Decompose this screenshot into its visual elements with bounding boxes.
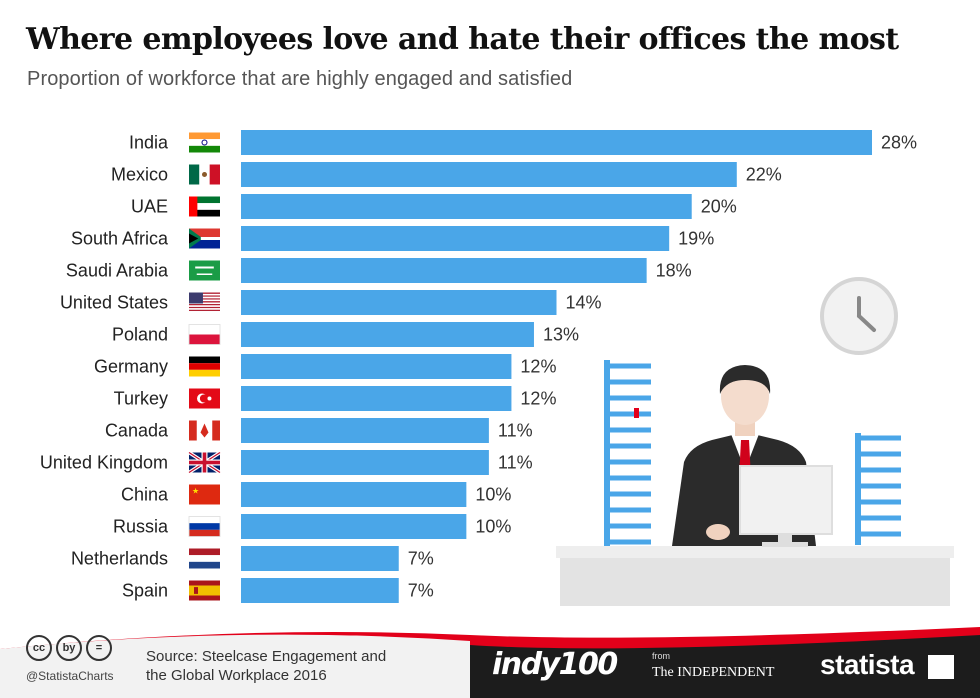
statista-handle: @StatistaCharts [26, 669, 114, 683]
data-label-russia: 10% [475, 517, 511, 537]
bar-row-united-states: United States 14% [60, 290, 602, 315]
indy100-logo[interactable]: indy100 [492, 647, 618, 682]
bar-poland [241, 322, 534, 347]
category-label-turkey: Turkey [114, 389, 168, 409]
office-worker-illustration [556, 277, 954, 606]
flag-uae-icon [189, 196, 220, 217]
data-label-china: 10% [475, 485, 511, 505]
bar-netherlands [241, 546, 399, 571]
data-label-turkey: 12% [520, 389, 556, 409]
data-label-germany: 12% [520, 357, 556, 377]
data-label-mexico: 22% [746, 165, 782, 185]
category-label-mexico: Mexico [111, 165, 168, 185]
bar-united-kingdom [241, 450, 489, 475]
data-label-uae: 20% [701, 197, 737, 217]
category-label-uae: UAE [131, 197, 168, 217]
bar-uae [241, 194, 692, 219]
data-label-spain: 7% [408, 581, 434, 601]
category-label-canada: Canada [105, 421, 169, 441]
bar-row-china: China ★ 10% [121, 482, 511, 507]
category-label-south-africa: South Africa [71, 229, 169, 249]
data-label-poland: 13% [543, 325, 579, 345]
left-book-stack [607, 363, 651, 545]
data-label-saudi-arabia: 18% [656, 261, 692, 281]
bar-united-states [241, 290, 557, 315]
flag-russia-icon [188, 516, 221, 537]
footer: cc by = @StatistaCharts Source: Steelcas… [0, 625, 980, 698]
category-label-saudi-arabia: Saudi Arabia [66, 261, 169, 281]
bar-row-russia: Russia 10% [113, 514, 511, 539]
bar-russia [241, 514, 467, 539]
svg-text:★: ★ [192, 487, 199, 496]
bar-row-india: India 28% [129, 130, 917, 155]
flag-spain-icon [189, 580, 220, 601]
category-label-russia: Russia [113, 517, 169, 537]
bar-saudi-arabia [241, 258, 647, 283]
right-book-stack [857, 435, 901, 537]
source-note: Source: Steelcase Engagement and the Glo… [146, 648, 387, 684]
flag-poland-icon [188, 324, 221, 345]
bar-row-uae: UAE 20% [131, 194, 737, 219]
bar-row-germany: Germany 12% [94, 354, 556, 379]
bar-row-united-kingdom: United Kingdom 11% [40, 450, 533, 475]
statista-logo[interactable]: statista [820, 649, 915, 680]
flag-united-kingdom-icon [188, 451, 221, 474]
bar-south-africa [241, 226, 670, 251]
data-label-india: 28% [881, 133, 917, 153]
bar-germany [241, 354, 512, 379]
data-label-united-states: 14% [566, 293, 602, 313]
flag-germany-icon [189, 356, 220, 377]
independent-logo[interactable]: The INDEPENDENT [652, 665, 775, 680]
no-derivatives-icon: = [86, 635, 112, 661]
bar-row-mexico: Mexico 22% [111, 162, 782, 187]
category-label-poland: Poland [112, 325, 168, 345]
category-label-china: China [121, 485, 169, 505]
category-label-netherlands: Netherlands [71, 549, 168, 569]
category-label-united-states: United States [60, 293, 168, 313]
data-label-canada: 11% [498, 421, 533, 441]
data-label-united-kingdom: 11% [498, 453, 533, 473]
bar-row-saudi-arabia: Saudi Arabia 18% [66, 258, 692, 283]
bar-mexico [241, 162, 737, 187]
statista-icon [928, 655, 954, 679]
bar-canada [241, 418, 489, 443]
flag-canada-icon [189, 420, 220, 441]
flag-mexico-icon [189, 164, 220, 185]
flag-netherlands-icon [189, 548, 220, 569]
category-label-united-kingdom: United Kingdom [40, 453, 168, 473]
bar-row-south-africa: South Africa 19% [71, 226, 714, 251]
monitor [739, 465, 833, 535]
bar-turkey [241, 386, 512, 411]
bar-india [241, 130, 872, 155]
bar-row-poland: Poland 13% [112, 322, 579, 347]
category-label-india: India [129, 133, 169, 153]
flag-united-states-icon [189, 292, 220, 313]
bar-row-canada: Canada 11% [105, 418, 533, 443]
flag-south-africa-icon [189, 228, 220, 249]
bar-spain [241, 578, 399, 603]
category-label-spain: Spain [122, 581, 168, 601]
from-label: from [652, 651, 670, 661]
flag-india-icon [189, 132, 220, 153]
data-label-south-africa: 19% [678, 229, 714, 249]
flag-china-icon: ★ [189, 484, 220, 505]
bar-row-spain: Spain 7% [122, 578, 434, 603]
creative-commons-icon: cc [26, 635, 52, 661]
license-icons: cc by = [26, 635, 112, 661]
bar-china [241, 482, 467, 507]
chart-title: Where employees love and hate their offi… [26, 22, 899, 57]
chart-subtitle: Proportion of workforce that are highly … [27, 68, 573, 90]
desk [556, 546, 954, 558]
footer-background [0, 627, 980, 698]
bars-group: India 28% Mexico 22% UAE 20% South Africa 19% Sa… [40, 130, 917, 603]
data-label-netherlands: 7% [408, 549, 434, 569]
bar-row-turkey: Turkey 12% [114, 386, 556, 411]
bar-row-netherlands: Netherlands 7% [71, 546, 434, 571]
flag-turkey-icon [189, 388, 220, 409]
attribution-icon: by [56, 635, 82, 661]
flag-saudi-arabia-icon [189, 260, 220, 281]
category-label-germany: Germany [94, 357, 168, 377]
